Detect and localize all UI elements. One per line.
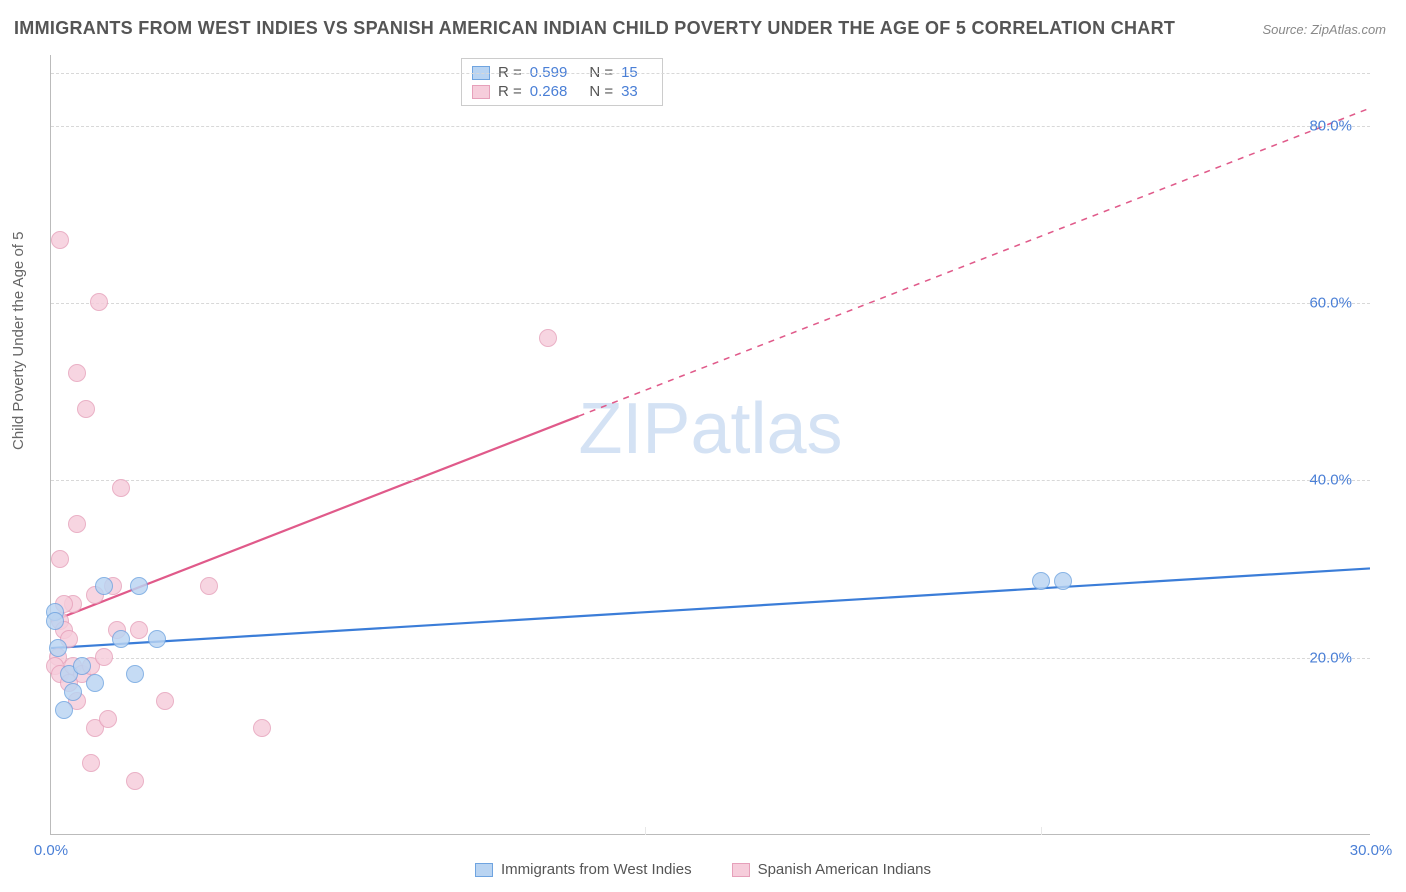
scatter-point bbox=[51, 231, 69, 249]
scatter-point bbox=[200, 577, 218, 595]
scatter-point bbox=[64, 683, 82, 701]
watermark: ZIPatlas bbox=[578, 388, 842, 470]
scatter-point bbox=[46, 612, 64, 630]
scatter-point bbox=[68, 364, 86, 382]
plot-area: ZIPatlas R =0.599N =15R =0.268N =33 20.0… bbox=[50, 55, 1370, 835]
scatter-point bbox=[253, 719, 271, 737]
bottom-legend-item: Immigrants from West Indies bbox=[475, 861, 692, 878]
scatter-point bbox=[130, 577, 148, 595]
legend-label: Spanish American Indians bbox=[758, 861, 931, 878]
scatter-point bbox=[1032, 572, 1050, 590]
gridline-vertical bbox=[1041, 827, 1042, 835]
source-attribution: Source: ZipAtlas.com bbox=[1262, 22, 1386, 37]
scatter-point bbox=[86, 674, 104, 692]
watermark-atlas: atlas bbox=[690, 389, 842, 469]
scatter-point bbox=[126, 772, 144, 790]
gridline-horizontal bbox=[51, 658, 1370, 659]
x-tick-label: 30.0% bbox=[1350, 842, 1393, 859]
gridline-horizontal bbox=[51, 73, 1370, 74]
legend-swatch bbox=[475, 863, 493, 877]
scatter-point bbox=[112, 479, 130, 497]
stat-r-value: 0.268 bbox=[530, 83, 568, 100]
y-tick-label: 40.0% bbox=[1309, 472, 1352, 489]
scatter-point bbox=[55, 701, 73, 719]
watermark-zip: ZIP bbox=[578, 389, 690, 469]
scatter-point bbox=[68, 515, 86, 533]
y-axis-label: Child Poverty Under the Age of 5 bbox=[10, 232, 27, 450]
y-tick-label: 80.0% bbox=[1309, 117, 1352, 134]
trend-lines-svg bbox=[51, 55, 1370, 834]
scatter-point bbox=[95, 577, 113, 595]
scatter-point bbox=[73, 657, 91, 675]
gridline-horizontal bbox=[51, 126, 1370, 127]
legend-stats-row: R = 0.268 N = 33 bbox=[472, 82, 652, 101]
gridline-horizontal bbox=[51, 303, 1370, 304]
gridline-horizontal bbox=[51, 480, 1370, 481]
scatter-point bbox=[49, 639, 67, 657]
scatter-point bbox=[90, 293, 108, 311]
stat-n-value: 33 bbox=[621, 83, 638, 100]
chart-title: IMMIGRANTS FROM WEST INDIES VS SPANISH A… bbox=[14, 18, 1175, 39]
legend-stats-box: R =0.599N =15R =0.268N =33 bbox=[461, 58, 663, 106]
scatter-point bbox=[77, 400, 95, 418]
scatter-point bbox=[95, 648, 113, 666]
bottom-legend-item: Spanish American Indians bbox=[732, 861, 931, 878]
y-tick-label: 20.0% bbox=[1309, 649, 1352, 666]
scatter-point bbox=[126, 665, 144, 683]
legend-swatch bbox=[732, 863, 750, 877]
scatter-point bbox=[539, 329, 557, 347]
gridline-vertical bbox=[645, 827, 646, 835]
stat-r-label: R = bbox=[498, 83, 522, 100]
bottom-legend: Immigrants from West Indies Spanish Ameri… bbox=[0, 861, 1406, 878]
legend-swatch bbox=[472, 85, 490, 99]
scatter-point bbox=[148, 630, 166, 648]
scatter-point bbox=[130, 621, 148, 639]
scatter-point bbox=[99, 710, 117, 728]
scatter-point bbox=[82, 754, 100, 772]
scatter-point bbox=[1054, 572, 1072, 590]
scatter-point bbox=[156, 692, 174, 710]
scatter-point bbox=[112, 630, 130, 648]
x-tick-label: 0.0% bbox=[34, 842, 68, 859]
legend-label: Immigrants from West Indies bbox=[501, 861, 692, 878]
stat-n-label: N = bbox=[589, 83, 613, 100]
y-tick-label: 60.0% bbox=[1309, 295, 1352, 312]
scatter-point bbox=[51, 550, 69, 568]
